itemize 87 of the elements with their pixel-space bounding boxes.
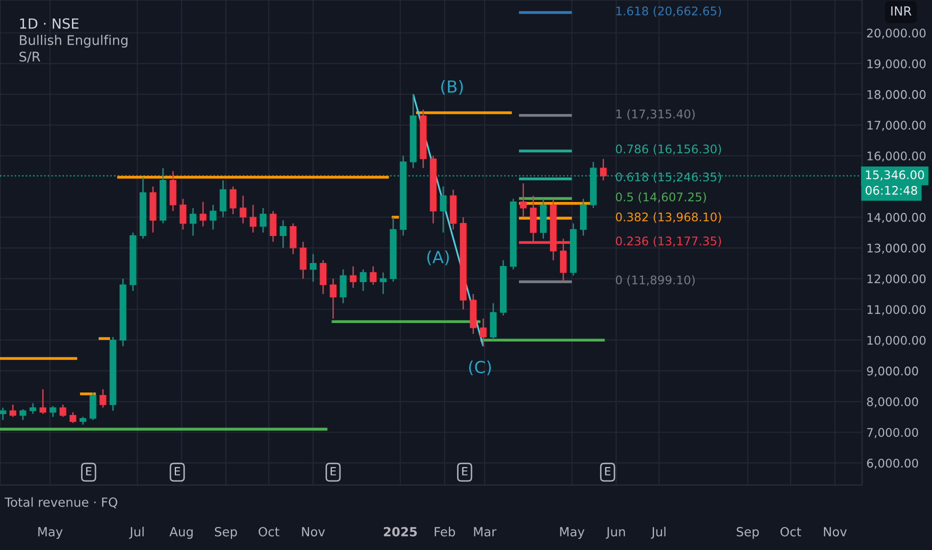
annotation: Bullish Engulfing (20, 34, 128, 48)
x-tick-label: Jul (129, 526, 144, 539)
candlestick (60, 404, 66, 418)
x-tick-label: Nov (302, 527, 325, 536)
candlestick (50, 406, 56, 418)
x-tick-label: Sep (214, 526, 237, 539)
y-tick-label: 19,000.00 (868, 59, 926, 70)
candlestick (180, 198, 186, 230)
y-tick-label: 16,000.00 (868, 151, 926, 162)
y-tick-label: 8,000.00 (867, 397, 918, 408)
x-tick-label: Oct (258, 526, 280, 536)
text: INR (891, 6, 912, 16)
annotation: E (86, 467, 92, 476)
text: Total revenue · FQ (4, 497, 118, 508)
candlestick (340, 268, 346, 304)
x-tick-label: Jul (650, 526, 666, 539)
candlestick (480, 318, 487, 347)
x-tick-label: Sep (736, 526, 759, 539)
annotation: 0.618 (15,246.35) (616, 172, 721, 183)
candlestick (270, 210, 276, 242)
candlestick (190, 207, 196, 236)
x-tick-label: Nov (824, 527, 847, 536)
candlestick (20, 408, 26, 421)
candlestick (0, 407, 6, 421)
x-tick-label: May (560, 527, 584, 539)
annotation: E (330, 467, 336, 476)
candlestick (330, 278, 336, 320)
candlestick (290, 222, 296, 255)
candlestick (210, 204, 216, 230)
annotation: 0.5 (14,607.25) (616, 192, 706, 203)
y-tick-label: 12,000.00 (868, 274, 926, 285)
annotation: 1 (17,315.40) (616, 109, 695, 120)
candlestick (240, 195, 246, 224)
candlestick (90, 392, 96, 421)
x-tick-label: Aug (169, 527, 193, 539)
y-tick-label: 11,000.00 (868, 305, 926, 316)
y-tick-label: 7,000.00 (867, 428, 918, 438)
annotation: E (462, 467, 468, 476)
candlestick (100, 388, 106, 408)
annotation: 0 (11,899.10) (616, 275, 695, 286)
annotation: 0.236 (13,177.35) (616, 236, 721, 247)
candlestick (10, 404, 16, 418)
text: 06:12:48 (866, 186, 918, 195)
x-tick-label: 2025 (384, 526, 417, 536)
x-tick-label: Oct (780, 526, 802, 536)
x-tick-label: May (38, 527, 63, 539)
annotation: E (174, 467, 180, 476)
x-tick-label: Mar (474, 527, 496, 536)
candlestick (370, 266, 376, 286)
candlestick (280, 220, 286, 249)
candlestick (350, 266, 356, 288)
annotation: (B) (441, 80, 463, 95)
ref-line-label: 15,346.00 (866, 170, 924, 180)
y-tick-label: 10,000.00 (868, 336, 926, 346)
candlestick (220, 180, 226, 218)
candlestick (30, 402, 36, 414)
y-tick-label: 13,000.00 (868, 244, 926, 254)
candlestick (200, 201, 206, 228)
annotation: 1.618 (20,662.65) (616, 6, 721, 17)
y-tick-label: 9,000.00 (867, 366, 918, 377)
candlestick (600, 158, 607, 181)
annotation: S/R (20, 52, 40, 63)
candlestick (380, 272, 387, 295)
candlestick (300, 241, 306, 280)
annotation: E (605, 467, 610, 476)
y-tick-label: 17,000.00 (868, 120, 926, 131)
candlestick (250, 204, 256, 234)
annotation: 0.786 (16,156.30) (616, 144, 721, 155)
candlestick (360, 268, 366, 292)
annotation: 0.382 (13,968.10) (616, 212, 721, 223)
annotation: (A) (427, 250, 449, 266)
candlestick (40, 388, 46, 414)
text: 1D · NSE (20, 18, 79, 29)
y-tick-label: 20,000.00 (867, 28, 926, 39)
candlestick (230, 186, 236, 215)
annotation: (C) (469, 360, 491, 376)
y-tick-label: 14,000.00 (868, 212, 926, 224)
candlestick (310, 253, 316, 282)
x-tick-label: Jun (606, 527, 625, 539)
x-tick-label: Feb (434, 526, 456, 536)
candlestick (70, 412, 76, 424)
candlestick (440, 186, 447, 234)
candlestick (260, 207, 266, 234)
y-tick-label: 6,000.00 (867, 458, 918, 469)
candlestick (520, 182, 527, 218)
y-tick-label: 18,000.00 (868, 90, 926, 100)
candlestick (320, 260, 326, 295)
